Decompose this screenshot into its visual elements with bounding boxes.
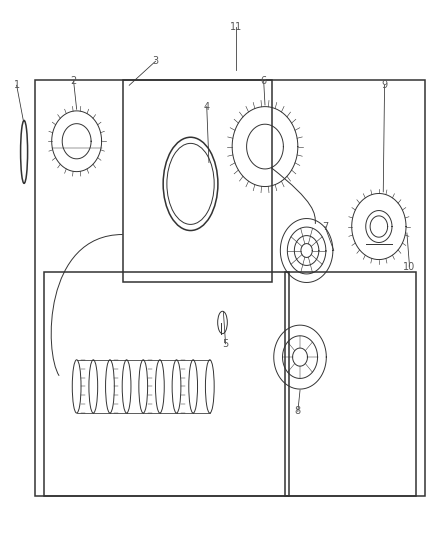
Bar xyxy=(44,272,289,496)
Bar xyxy=(123,80,272,282)
Bar xyxy=(285,272,416,496)
Text: 9: 9 xyxy=(381,80,388,90)
Text: 5: 5 xyxy=(223,339,229,349)
Text: 2: 2 xyxy=(71,76,77,86)
Text: 7: 7 xyxy=(322,222,328,231)
Bar xyxy=(35,80,425,496)
Text: 4: 4 xyxy=(204,102,210,111)
Text: 6: 6 xyxy=(261,76,267,86)
Text: 1: 1 xyxy=(14,80,20,90)
Text: 8: 8 xyxy=(295,407,301,416)
Text: 10: 10 xyxy=(403,262,416,271)
Text: 3: 3 xyxy=(152,56,159,66)
Text: 11: 11 xyxy=(230,22,242,31)
